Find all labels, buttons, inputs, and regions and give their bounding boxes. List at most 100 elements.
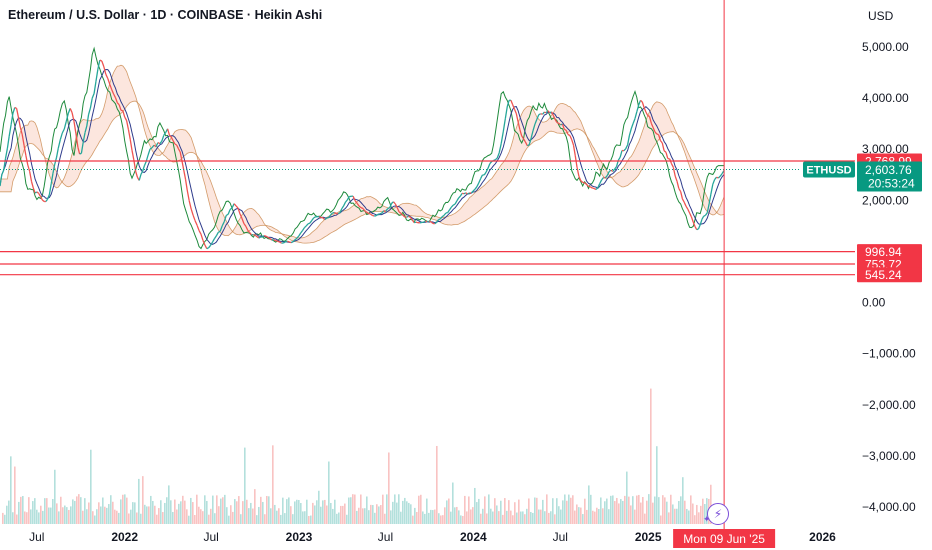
price-segment xyxy=(61,128,65,134)
volume-bar xyxy=(458,510,460,524)
price-segment xyxy=(389,202,393,208)
volume-bar xyxy=(366,496,368,524)
price-segment xyxy=(563,128,567,131)
volume-bar xyxy=(394,494,396,524)
price-segment xyxy=(103,66,107,75)
price-segment xyxy=(665,152,669,159)
volume-bar xyxy=(298,500,300,524)
volume-bar xyxy=(78,494,80,524)
volume-bar xyxy=(672,504,674,524)
price-segment xyxy=(48,183,52,195)
price-segment xyxy=(463,192,467,195)
price-segment xyxy=(166,128,171,136)
volume-bar xyxy=(62,507,64,524)
volume-bar xyxy=(498,511,500,524)
price-segment xyxy=(138,174,142,181)
price-segment xyxy=(381,210,385,214)
volume-bar xyxy=(288,497,290,524)
price-segment xyxy=(439,216,443,220)
volume-bar xyxy=(438,513,440,524)
volume-bar xyxy=(202,511,204,524)
price-segment xyxy=(129,138,133,151)
price-segment xyxy=(241,218,245,224)
time-axis: Jul 2022 Jul 2023 Jul 2024 Jul 2025 2026 xyxy=(29,530,836,544)
symbol-tag-box[interactable] xyxy=(803,161,855,178)
volume-bar xyxy=(494,498,496,524)
price-line xyxy=(0,59,725,250)
level-tag-label: 545.24 xyxy=(865,268,902,282)
volume-bar xyxy=(592,510,594,524)
volume-bar xyxy=(44,498,46,524)
volume-bar xyxy=(400,511,402,524)
volume-bar xyxy=(550,511,552,524)
lightning-icon: ⚡ xyxy=(713,507,723,521)
volume-bar xyxy=(478,498,480,524)
price-segment xyxy=(462,192,465,195)
price-segment xyxy=(0,174,3,187)
price-segment xyxy=(592,187,595,190)
price-segment xyxy=(604,175,608,179)
price-segment xyxy=(634,111,638,119)
price-segment xyxy=(493,159,496,162)
volume-bar xyxy=(36,509,38,524)
volume-bar xyxy=(342,505,344,524)
price-segment xyxy=(406,215,409,218)
volume-bar xyxy=(584,498,586,524)
volume-bar xyxy=(636,495,638,524)
price-segment xyxy=(692,221,696,227)
price-segment xyxy=(172,140,176,145)
price-segment xyxy=(345,199,348,203)
price-segment xyxy=(324,217,328,221)
volume-bar xyxy=(92,511,94,524)
volume-bar xyxy=(546,494,548,524)
volume-bar xyxy=(24,511,26,524)
volume-bar xyxy=(290,506,292,524)
volume-bar xyxy=(426,498,428,524)
volume-bar xyxy=(174,499,176,524)
price-segment xyxy=(617,156,621,161)
level-tag-label: 996.94 xyxy=(865,245,902,259)
price-segment xyxy=(465,192,468,195)
price-segment xyxy=(273,239,276,242)
volume-bar xyxy=(456,506,458,524)
price-segment xyxy=(279,241,282,244)
volume-bar xyxy=(306,499,308,524)
price-segment xyxy=(17,117,21,128)
price-segment xyxy=(690,216,694,223)
volume-bar xyxy=(594,511,596,524)
time-tick-label: Jul xyxy=(378,530,393,544)
price-segment xyxy=(192,214,196,221)
volume-bars xyxy=(2,388,712,524)
price-segment xyxy=(122,110,126,118)
currency-selector[interactable]: USD xyxy=(868,9,894,23)
volume-bar xyxy=(300,503,302,524)
volume-bar xyxy=(432,510,434,524)
price-segment xyxy=(30,181,34,189)
volume-bar xyxy=(692,503,694,524)
volume-bar xyxy=(88,502,90,524)
price-segment xyxy=(225,213,229,217)
price-tick-label: −2,000.00 xyxy=(862,398,916,412)
price-segment xyxy=(50,172,54,185)
price-segment xyxy=(221,221,225,227)
volume-bar xyxy=(184,500,186,524)
volume-bar xyxy=(542,499,544,524)
price-segment xyxy=(383,210,386,212)
price-segment xyxy=(34,191,38,194)
volume-bar xyxy=(324,499,326,524)
price-segment xyxy=(556,121,559,124)
price-segment xyxy=(233,203,237,207)
price-segment xyxy=(681,198,685,203)
price-segment xyxy=(8,124,12,137)
price-segment xyxy=(190,208,194,216)
volume-bar xyxy=(272,445,274,524)
volume-bar xyxy=(512,515,514,524)
price-segment xyxy=(438,218,441,221)
price-segment xyxy=(309,220,313,224)
price-segment xyxy=(588,185,591,188)
volume-bar xyxy=(28,497,30,524)
price-segment xyxy=(385,208,389,212)
assistant-button[interactable]: ⚡ xyxy=(707,503,729,525)
